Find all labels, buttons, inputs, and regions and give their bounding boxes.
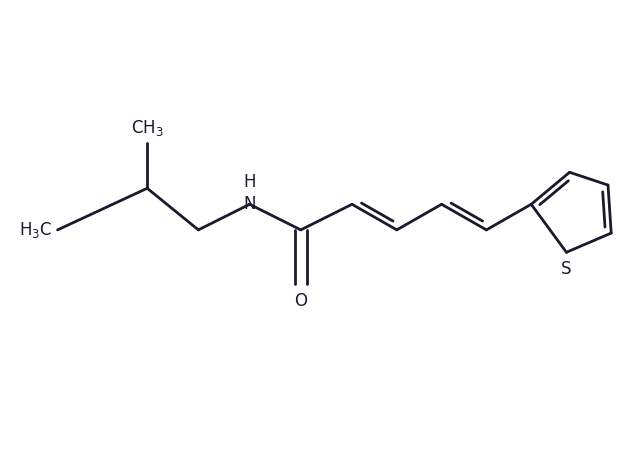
Text: H$_3$C: H$_3$C <box>19 220 52 240</box>
Text: S: S <box>561 260 572 278</box>
Text: CH$_3$: CH$_3$ <box>131 118 164 138</box>
Text: H: H <box>243 173 256 191</box>
Text: N: N <box>243 195 256 213</box>
Text: O: O <box>294 292 307 310</box>
